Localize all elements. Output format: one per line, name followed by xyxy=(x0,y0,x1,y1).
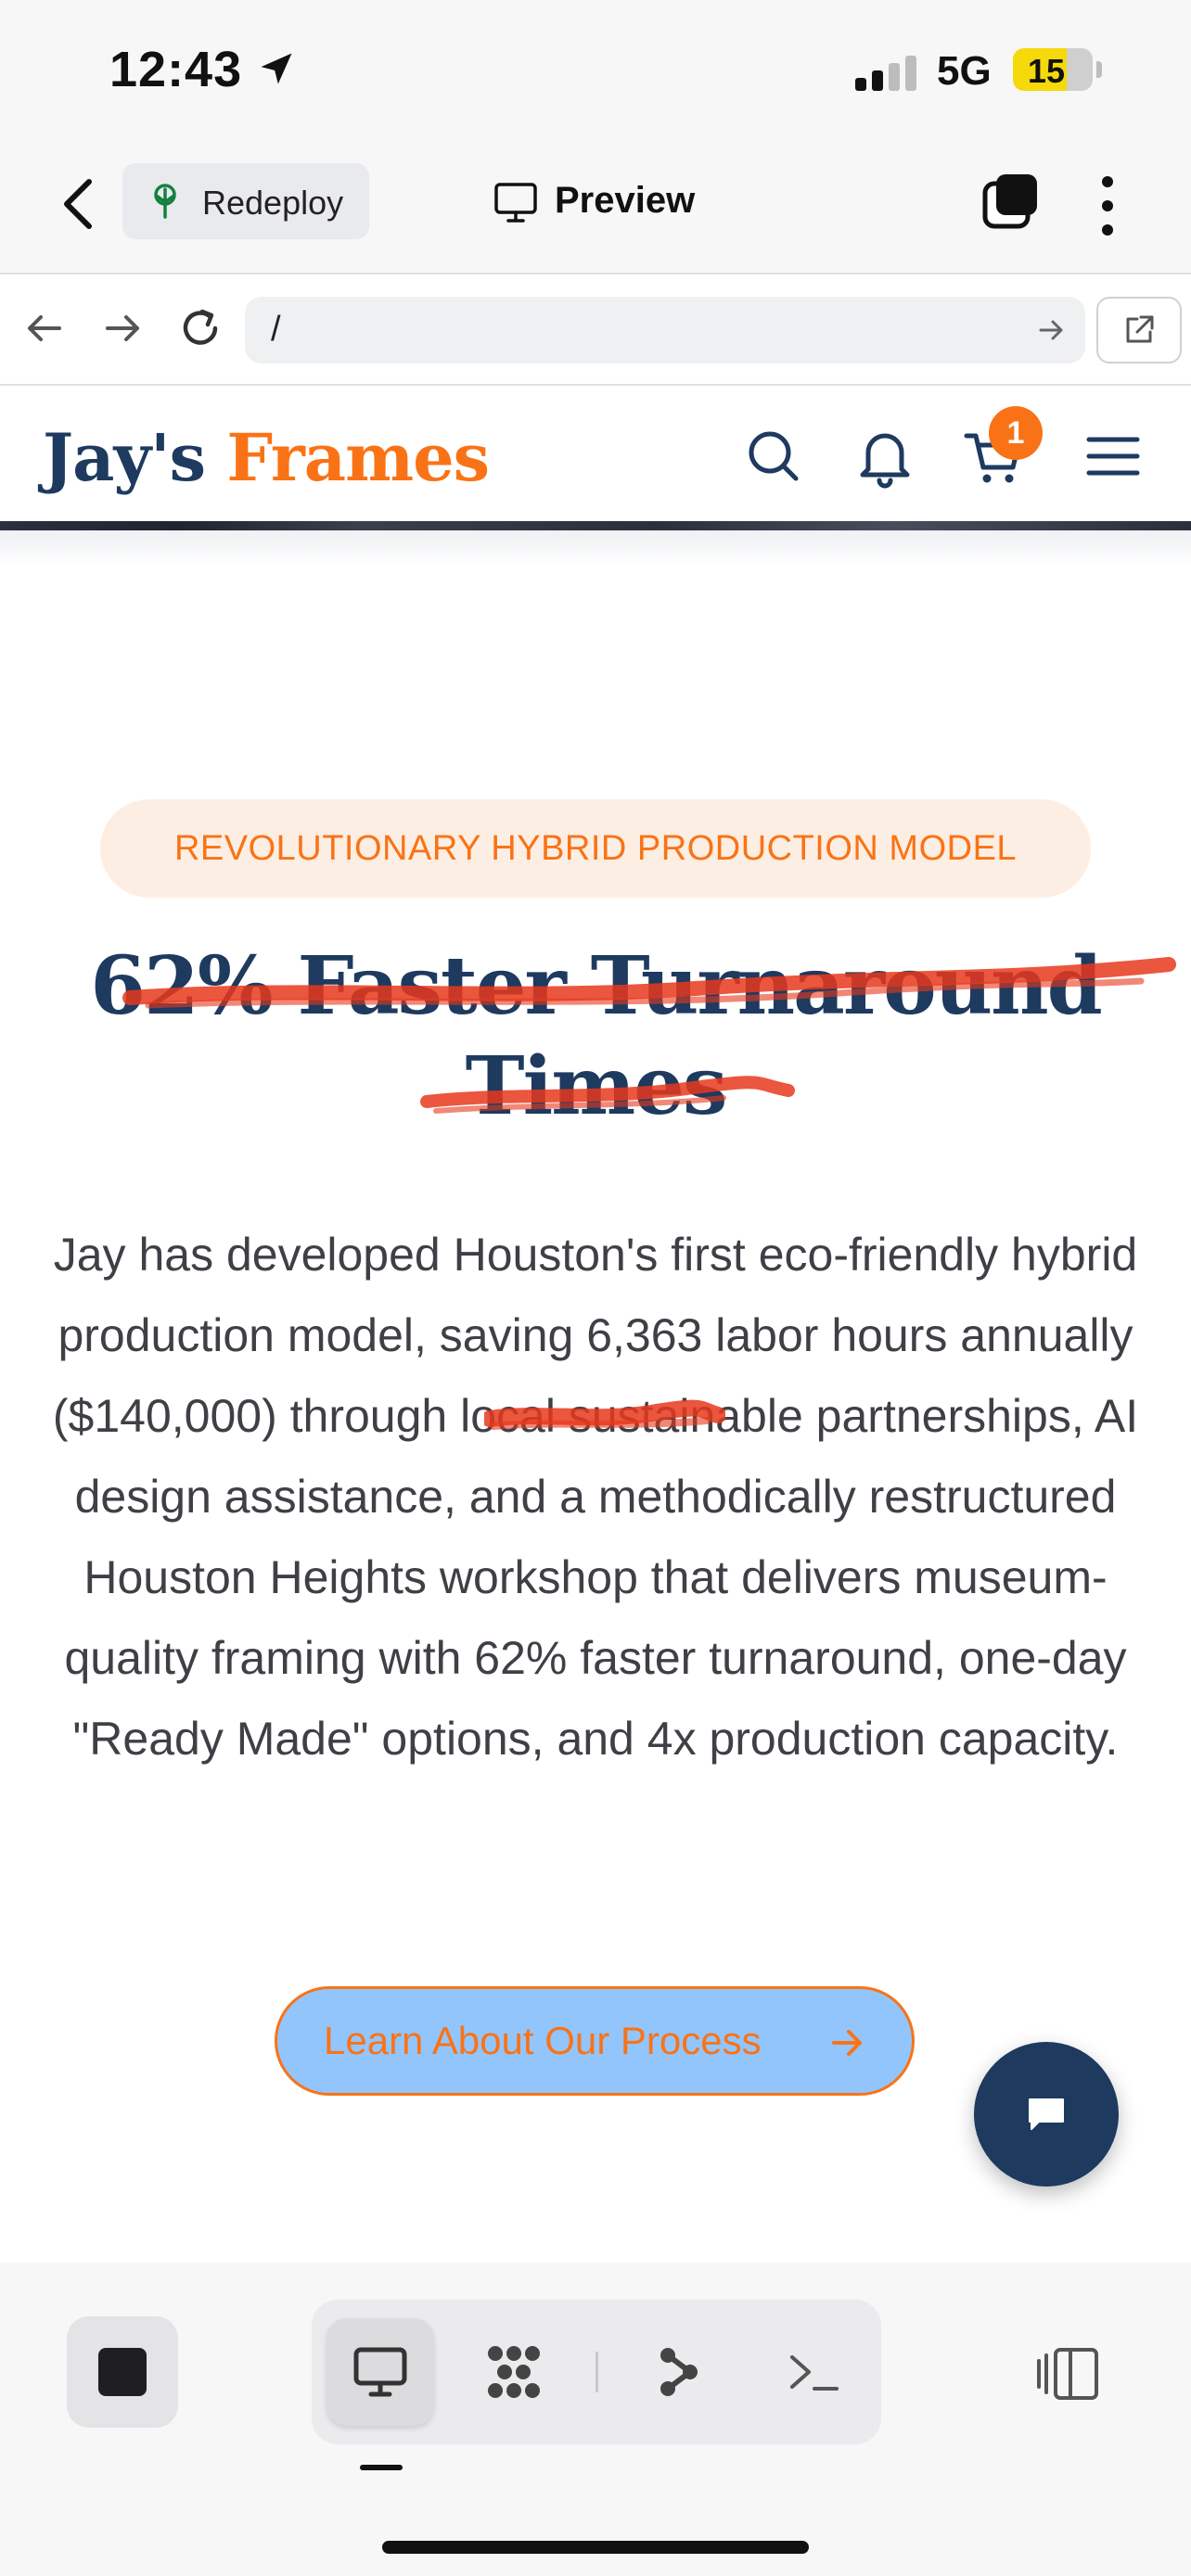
mode-separator xyxy=(596,2352,598,2392)
mode-branch-button[interactable] xyxy=(625,2318,733,2426)
site-logo[interactable]: Jay's Frames xyxy=(43,419,490,496)
description-start: Jay has developed Houston's first eco-fr… xyxy=(52,1229,1138,1442)
search-icon[interactable] xyxy=(740,423,807,490)
redeploy-label: Redeploy xyxy=(202,184,344,222)
chevron-left-icon[interactable] xyxy=(58,176,100,232)
learn-process-label: Learn About Our Process xyxy=(324,2019,762,2062)
chat-bubble-icon xyxy=(1029,2098,1064,2130)
external-link-icon xyxy=(1126,315,1154,343)
menu-icon[interactable] xyxy=(1080,423,1146,490)
battery-indicator: 15 xyxy=(1013,48,1067,91)
deploy-tree-icon xyxy=(154,184,176,219)
cart-count-badge: 1 xyxy=(989,406,1043,460)
active-mode-indicator xyxy=(360,2465,403,2470)
arrow-right-icon[interactable] xyxy=(96,302,148,354)
monitor-icon xyxy=(494,183,537,223)
branch-icon xyxy=(660,2348,698,2396)
brand-accent: Frames xyxy=(226,419,490,496)
open-external-button[interactable] xyxy=(1096,297,1182,363)
headline-line-2: Times xyxy=(465,1039,728,1133)
panel-layout-icon[interactable] xyxy=(1035,2344,1102,2404)
header-shadow xyxy=(0,530,1191,567)
mode-preview-button[interactable] xyxy=(327,2318,434,2426)
mode-terminal-button[interactable] xyxy=(761,2318,868,2426)
reload-icon[interactable] xyxy=(174,302,226,354)
arrow-left-icon[interactable] xyxy=(19,302,70,354)
description-struck-amount: $140,000 xyxy=(68,1390,263,1442)
redeploy-button[interactable]: Redeploy xyxy=(122,163,369,239)
hero-headline: 62% Faster Turnaround Times xyxy=(56,937,1135,1137)
signal-icon xyxy=(855,56,916,91)
more-vertical-icon[interactable] xyxy=(1095,174,1121,237)
mode-grid-button[interactable] xyxy=(458,2318,566,2426)
url-text: / xyxy=(271,310,281,349)
hero-description: Jay has developed Houston's first eco-fr… xyxy=(37,1215,1154,1779)
location-arrow-icon xyxy=(261,53,292,84)
tabs-icon[interactable] xyxy=(981,171,1041,230)
chat-button[interactable] xyxy=(974,2042,1119,2187)
preview-label: Preview xyxy=(555,180,696,221)
bottom-toolbar xyxy=(0,2263,1191,2576)
battery-nub xyxy=(1096,61,1102,78)
status-time: 12:43 xyxy=(109,42,243,97)
hero-image-edge xyxy=(0,521,1191,530)
status-bar: 12:43 5G 15 xyxy=(0,0,1191,139)
battery-level: 15 xyxy=(1028,52,1066,90)
section-badge-label: REVOLUTIONARY HYBRID PRODUCTION MODEL xyxy=(173,829,1018,868)
learn-process-button[interactable]: Learn About Our Process xyxy=(275,1986,915,2096)
app-header: Redeploy Preview xyxy=(0,139,1191,274)
section-badge: REVOLUTIONARY HYBRID PRODUCTION MODEL xyxy=(100,799,1091,898)
monitor-icon xyxy=(353,2347,407,2397)
stop-button[interactable] xyxy=(67,2316,178,2428)
arrow-right-icon xyxy=(832,2030,862,2056)
terminal-icon xyxy=(790,2355,839,2391)
description-end: ) through local sustainable partnerships… xyxy=(64,1390,1139,1765)
home-indicator xyxy=(382,2541,809,2554)
network-type: 5G xyxy=(937,48,992,94)
go-arrow-icon[interactable] xyxy=(1037,317,1065,343)
brand-primary: Jay's xyxy=(43,419,206,496)
grid-dots-icon xyxy=(488,2346,540,2398)
site-header: Jay's Frames 1 xyxy=(0,386,1191,530)
view-mode-switcher xyxy=(312,2300,881,2444)
stop-icon xyxy=(98,2348,147,2396)
url-bar: / xyxy=(0,274,1191,386)
headline-line-1: 62% Faster Turnaround xyxy=(90,939,1103,1033)
bell-icon[interactable] xyxy=(852,423,918,490)
url-input[interactable]: / xyxy=(245,297,1085,363)
